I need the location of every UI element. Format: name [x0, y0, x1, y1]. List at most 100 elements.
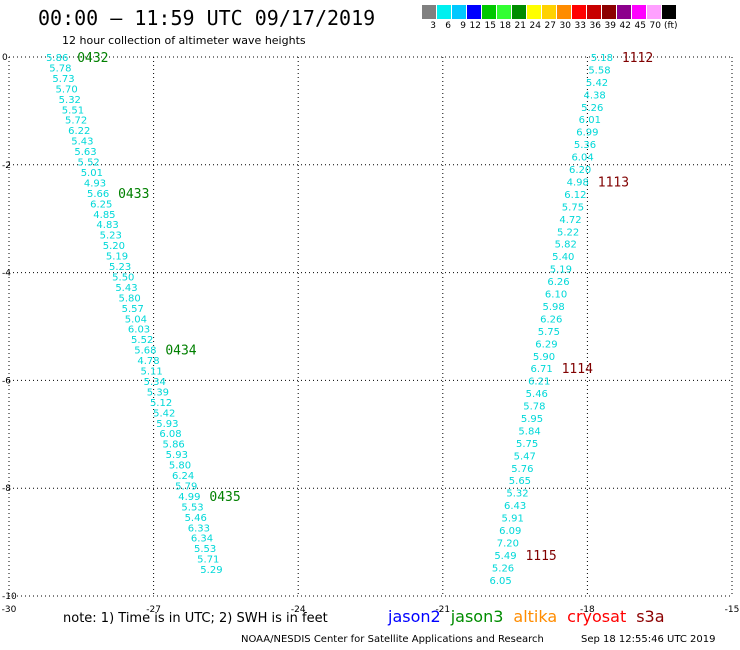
- wave-height-label: 5.29: [200, 565, 222, 576]
- wave-height-label: 5.04: [125, 314, 147, 325]
- wave-height-label: 5.93: [156, 419, 178, 430]
- wave-height-label: 6.22: [68, 126, 90, 137]
- legend-swatch: [526, 5, 541, 19]
- legend-label: 3: [430, 21, 436, 31]
- wave-height-label: 6.03: [128, 325, 150, 336]
- x-tick-label: -15: [725, 605, 740, 615]
- wave-height-label: 5.39: [147, 387, 169, 398]
- wave-height-label: 6.10: [545, 290, 567, 301]
- wave-height-label: 5.18: [591, 53, 613, 64]
- wave-height-label: 4.85: [93, 210, 115, 221]
- legend-label: 15: [484, 21, 496, 31]
- wave-height-label: 4.99: [178, 492, 200, 503]
- credit-text: NOAA/NESDIS Center for Satellite Applica…: [241, 634, 544, 645]
- legend-label: 27: [544, 21, 556, 31]
- wave-height-label: 5.51: [62, 105, 84, 116]
- legend-label: 9: [460, 21, 466, 31]
- wave-height-label: 5.66: [87, 189, 109, 200]
- legend-swatch: [466, 5, 481, 19]
- wave-height-label: 5.79: [175, 481, 197, 492]
- wave-height-label: 6.25: [90, 199, 112, 210]
- x-tick-label: -27: [146, 605, 161, 615]
- y-tick-label: -2: [2, 161, 11, 171]
- wave-height-label: 4.72: [559, 215, 581, 226]
- wave-height-label: 6.24: [172, 471, 194, 482]
- wave-height-label: 5.75: [562, 202, 584, 213]
- legend-swatch: [571, 5, 586, 19]
- wave-height-label: 5.52: [131, 335, 153, 346]
- pass-time-label: 0435: [209, 490, 240, 505]
- legend-swatch: [421, 5, 436, 19]
- wave-height-label: 5.95: [521, 414, 543, 425]
- wave-height-label: 5.01: [81, 168, 103, 179]
- wave-height-label: 5.86: [163, 440, 185, 451]
- legend-swatch: [646, 5, 661, 19]
- wave-height-label: 5.53: [181, 502, 203, 513]
- pass-time-label: 1113: [598, 175, 629, 190]
- wave-height-label: 5.63: [74, 147, 96, 158]
- wave-height-label: 5.40: [552, 252, 574, 263]
- legend-swatch: [451, 5, 466, 19]
- y-tick-label: -4: [2, 269, 11, 279]
- wave-height-label: 5.93: [166, 450, 188, 461]
- y-tick-label: 0: [2, 53, 8, 63]
- wave-height-label: 5.11: [140, 367, 162, 378]
- legend-swatch: [631, 5, 646, 19]
- wave-height-label: 5.49: [494, 551, 516, 562]
- wave-height-label: 5.26: [492, 563, 514, 574]
- pass-time-label: 0433: [118, 187, 149, 202]
- wave-height-label: 5.70: [56, 84, 78, 95]
- wave-height-label: 6.05: [490, 576, 512, 587]
- wave-height-label: 6.71: [530, 364, 552, 375]
- wave-height-label: 5.50: [112, 272, 134, 283]
- legend-swatch: [436, 5, 451, 19]
- wave-height-label: 5.46: [526, 389, 548, 400]
- x-tick-label: -21: [435, 605, 450, 615]
- wave-height-label: 6.12: [564, 190, 586, 201]
- wave-height-label: 5.80: [118, 293, 140, 304]
- wave-height-label: 6.21: [528, 377, 550, 388]
- color-scale-legend: [421, 5, 676, 19]
- legend-label: 45: [634, 21, 646, 31]
- wave-height-label: 5.23: [109, 262, 131, 273]
- pass-time-label: 1115: [525, 549, 556, 564]
- wave-height-label: 4.38: [583, 90, 605, 101]
- wave-height-label: 6.43: [504, 501, 526, 512]
- legend-label: 12: [469, 21, 481, 31]
- legend-swatch: [601, 5, 616, 19]
- wave-height-label: 5.47: [514, 451, 536, 462]
- wave-height-label: 5.43: [115, 283, 137, 294]
- wave-height-label: 5.53: [194, 544, 216, 555]
- satellite-altika: altika: [513, 607, 558, 626]
- legend-label: 36: [589, 21, 601, 31]
- pass-time-label: 0432: [77, 51, 108, 66]
- wave-height-label: 5.76: [511, 464, 533, 475]
- wave-height-label: 5.57: [122, 304, 144, 315]
- y-tick-label: -8: [2, 484, 11, 494]
- wave-height-label: 5.73: [52, 74, 74, 85]
- legend-swatch: [616, 5, 631, 19]
- wave-height-label: 5.68: [134, 346, 156, 357]
- wave-height-label: 5.43: [71, 137, 93, 148]
- legend-label: 6: [445, 21, 451, 31]
- wave-height-label: 6.99: [576, 128, 598, 139]
- wave-height-label: 6.34: [191, 534, 213, 545]
- wave-height-label: 5.91: [502, 514, 524, 525]
- wave-height-label: 6.26: [547, 277, 569, 288]
- wave-height-label: 5.90: [533, 352, 555, 363]
- legend-swatch: [511, 5, 526, 19]
- footer-note: note: 1) Time is in UTC; 2) SWH is in fe…: [63, 611, 328, 626]
- wave-height-label: 5.22: [557, 227, 579, 238]
- wave-height-label: 5.52: [78, 158, 100, 169]
- wave-height-label: 5.23: [100, 231, 122, 242]
- x-tick-label: -24: [291, 605, 306, 615]
- wave-height-label: 5.19: [550, 265, 572, 276]
- wave-height-label: 5.98: [543, 302, 565, 313]
- wave-height-label: 5.32: [59, 95, 81, 106]
- wave-height-label: 5.42: [153, 408, 175, 419]
- wave-height-label: 5.80: [169, 461, 191, 472]
- wave-height-label: 5.32: [506, 489, 528, 500]
- legend-swatch: [556, 5, 571, 19]
- wave-height-label: 5.71: [197, 555, 219, 566]
